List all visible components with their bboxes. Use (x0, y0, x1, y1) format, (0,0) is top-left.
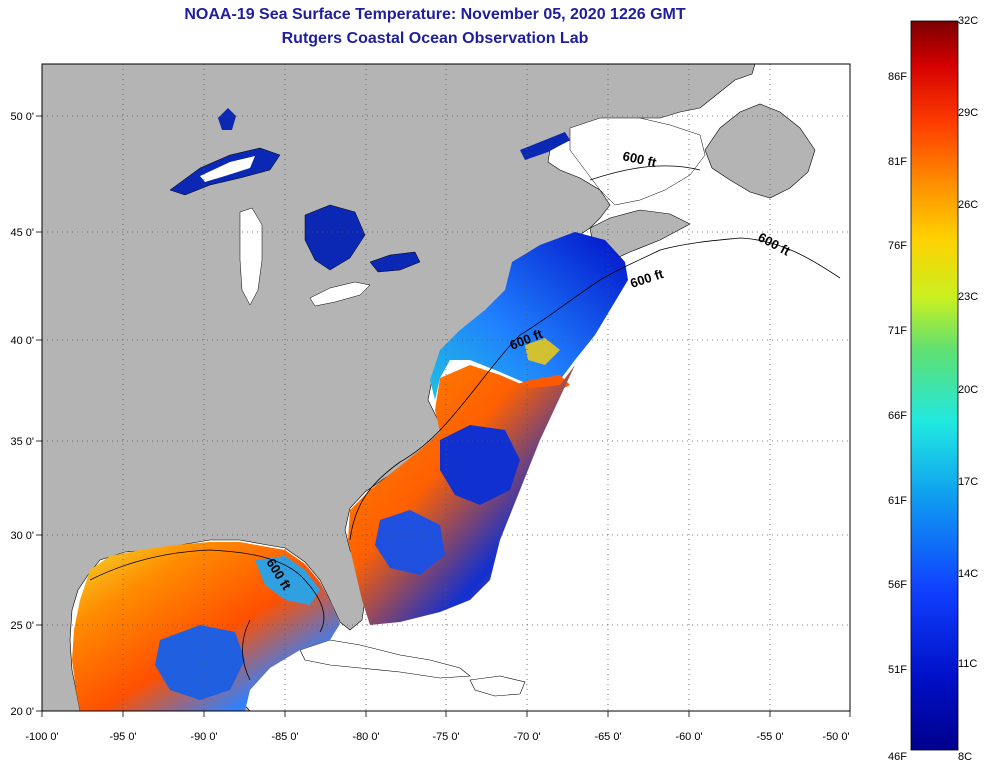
longitude-label: -75 0' (432, 731, 459, 743)
contour-label: 600 ft (621, 148, 658, 170)
longitude-label: -80 0' (352, 731, 379, 743)
longitude-label: -70 0' (513, 731, 540, 743)
lake-superior-ice (200, 156, 255, 182)
colorbar-celsius-label: 11C (958, 658, 977, 670)
latitude-label: 40 0' (10, 335, 34, 347)
sst-northeast-shelf (430, 232, 628, 400)
lake-ontario (369, 251, 421, 273)
latitude-label: 30 0' (10, 530, 34, 542)
longitude-label: -55 0' (756, 731, 783, 743)
colorbar-fahrenheit-label: 76F (888, 240, 907, 252)
colorbar-fahrenheit-label: 61F (888, 495, 907, 507)
colorbar-celsius-label: 29C (958, 107, 978, 119)
gulf-st-lawrence (569, 117, 706, 206)
longitude-label: -65 0' (594, 731, 621, 743)
colorbar-fahrenheit-label: 56F (888, 579, 907, 591)
land-hispaniola (469, 675, 526, 697)
colorbar-fahrenheit-label: 66F (888, 410, 907, 422)
colorbar-celsius-label: 14C (958, 568, 978, 580)
sst-gulf-stream-cold-eddy (525, 338, 560, 365)
colorbar-celsius-label: 26C (958, 199, 978, 211)
latitude-label: 45 0' (10, 227, 34, 239)
land-cuba (299, 639, 471, 679)
longitude-label: -50 0' (822, 731, 849, 743)
colorbar-celsius-label: 23C (958, 291, 978, 303)
lake-erie (309, 281, 371, 307)
sst-atlantic-cold-patch (440, 425, 520, 505)
latitude-label: 50 0' (10, 111, 34, 123)
axis-ticks (36, 115, 851, 717)
colorbar-celsius-label: 20C (958, 384, 978, 396)
colorbar-celsius-label: 17C (958, 476, 978, 488)
contour-600ft (89, 165, 841, 681)
colorbar-fahrenheit-label: 71F (888, 325, 907, 337)
latitude-label: 35 0' (10, 436, 34, 448)
colorbar-celsius-label: 8C (958, 751, 972, 763)
longitude-label: -100 0' (25, 731, 58, 743)
longitude-label: -90 0' (190, 731, 217, 743)
sst-gulf-cold-patch (155, 625, 245, 700)
lake-winnipeg (218, 108, 236, 130)
st-lawrence-river (520, 132, 570, 160)
map-title: NOAA-19 Sea Surface Temperature: Novembe… (184, 6, 686, 23)
sst-atlantic-cold-patch-2 (375, 510, 445, 575)
colorbar-fahrenheit-label: 86F (888, 71, 907, 83)
land-newfoundland (704, 103, 816, 199)
colorbar (910, 20, 959, 751)
colorbar-fahrenheit-label: 46F (888, 751, 907, 763)
sst-gulf-cool-shelf (255, 556, 320, 605)
map-subtitle: Rutgers Coastal Ocean Observation Lab (281, 30, 589, 47)
colorbar-fahrenheit-label: 81F (888, 156, 907, 168)
colorbar-celsius-label: 32C (958, 15, 978, 27)
latitude-label: 20 0' (10, 706, 34, 718)
latitude-label: 25 0' (10, 620, 34, 632)
lake-nipigon (315, 215, 330, 232)
lake-michigan (239, 207, 263, 306)
longitude-label: -85 0' (271, 731, 298, 743)
colorbar-fahrenheit-label: 51F (888, 664, 907, 676)
longitude-label: -95 0' (109, 731, 136, 743)
longitude-label: -60 0' (675, 731, 702, 743)
